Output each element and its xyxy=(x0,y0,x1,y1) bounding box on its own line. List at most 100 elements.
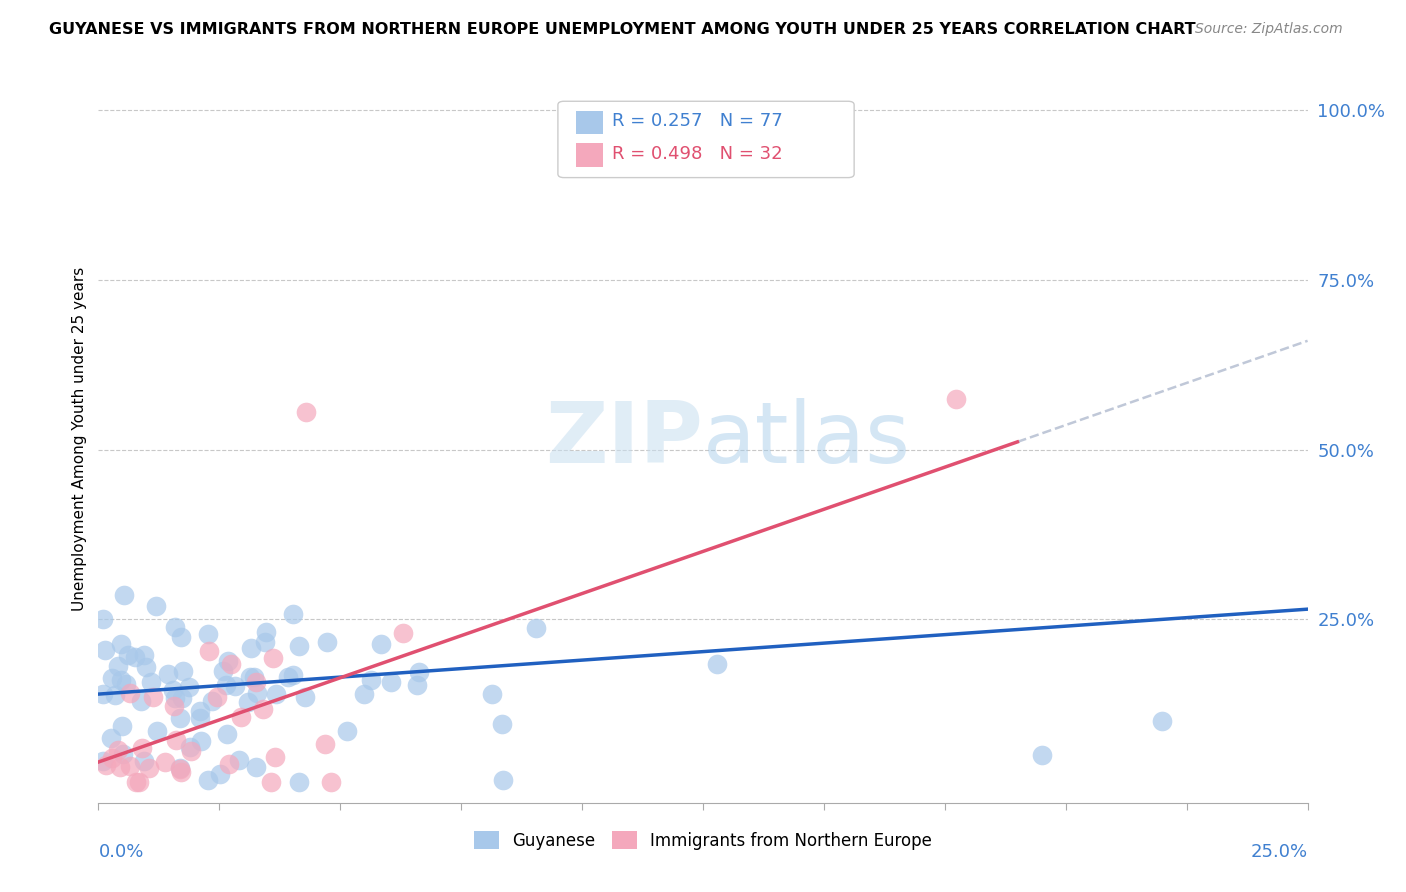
Point xyxy=(153,756,176,770)
Point xyxy=(288,775,311,789)
Point xyxy=(197,627,219,641)
Point xyxy=(146,724,169,739)
Point xyxy=(179,739,201,754)
Point xyxy=(314,737,336,751)
Text: 25.0%: 25.0% xyxy=(1250,843,1308,861)
Point xyxy=(264,750,287,764)
Point xyxy=(295,405,318,419)
Point xyxy=(111,719,134,733)
Point xyxy=(294,690,316,704)
Text: atlas: atlas xyxy=(703,398,911,481)
Point xyxy=(259,775,281,789)
Point xyxy=(134,755,156,769)
Point xyxy=(138,761,160,775)
Point xyxy=(264,687,287,701)
Point xyxy=(124,649,146,664)
Point xyxy=(945,392,967,406)
Point xyxy=(91,612,114,626)
Point xyxy=(252,702,274,716)
Point xyxy=(118,759,141,773)
Point xyxy=(101,750,124,764)
Point xyxy=(392,626,415,640)
Text: ZIP: ZIP xyxy=(546,398,703,481)
Point xyxy=(94,643,117,657)
Point xyxy=(188,711,211,725)
FancyBboxPatch shape xyxy=(558,102,855,178)
Point xyxy=(380,674,402,689)
Point xyxy=(224,679,246,693)
Point xyxy=(131,741,153,756)
Point xyxy=(172,665,194,679)
Point xyxy=(125,775,148,789)
Point xyxy=(215,678,238,692)
Point xyxy=(405,678,427,692)
Point xyxy=(180,744,202,758)
Point xyxy=(169,761,191,775)
Point xyxy=(94,758,117,772)
Text: R = 0.498   N = 32: R = 0.498 N = 32 xyxy=(613,145,783,162)
Point xyxy=(370,637,392,651)
Point xyxy=(491,773,513,788)
Point xyxy=(197,772,219,787)
Point xyxy=(101,671,124,685)
Point xyxy=(104,688,127,702)
Point xyxy=(208,767,231,781)
Point xyxy=(205,690,228,704)
Point xyxy=(177,680,200,694)
Point xyxy=(218,757,240,772)
Legend: Guyanese, Immigrants from Northern Europe: Guyanese, Immigrants from Northern Europ… xyxy=(467,825,939,856)
Point xyxy=(131,694,153,708)
Text: Source: ZipAtlas.com: Source: ZipAtlas.com xyxy=(1195,22,1343,37)
Point xyxy=(1152,714,1174,729)
Point xyxy=(228,753,250,767)
Point xyxy=(139,675,162,690)
Point xyxy=(162,683,184,698)
Point xyxy=(107,659,129,673)
Point xyxy=(706,657,728,672)
Point xyxy=(163,690,186,705)
Point xyxy=(1031,748,1053,763)
Y-axis label: Unemployment Among Youth under 25 years: Unemployment Among Youth under 25 years xyxy=(72,268,87,611)
Point xyxy=(408,665,430,680)
Point xyxy=(169,762,191,776)
Point xyxy=(360,673,382,687)
Point xyxy=(246,686,269,700)
Point xyxy=(240,641,263,656)
Point xyxy=(110,673,132,687)
Point xyxy=(142,690,165,704)
Point xyxy=(190,734,212,748)
Point xyxy=(188,704,211,718)
Point xyxy=(108,760,131,774)
Point xyxy=(277,670,299,684)
Point xyxy=(134,648,156,662)
Point xyxy=(336,723,359,738)
Point xyxy=(163,698,186,713)
Point xyxy=(165,733,187,747)
Point xyxy=(91,754,114,768)
Point xyxy=(288,640,311,654)
Point xyxy=(245,760,267,774)
Point xyxy=(211,664,233,678)
Point xyxy=(239,671,262,685)
Point xyxy=(111,747,134,761)
Point xyxy=(281,607,304,622)
Point xyxy=(197,644,219,658)
Bar xyxy=(576,111,603,134)
Point xyxy=(245,674,267,689)
Text: R = 0.257   N = 77: R = 0.257 N = 77 xyxy=(613,112,783,130)
Point xyxy=(491,716,513,731)
Point xyxy=(120,686,142,700)
Point xyxy=(112,588,135,602)
Point xyxy=(219,657,242,671)
Text: 0.0%: 0.0% xyxy=(98,843,143,861)
Point xyxy=(262,651,284,665)
Point xyxy=(217,654,239,668)
Text: GUYANESE VS IMMIGRANTS FROM NORTHERN EUROPE UNEMPLOYMENT AMONG YOUTH UNDER 25 YE: GUYANESE VS IMMIGRANTS FROM NORTHERN EUR… xyxy=(49,22,1197,37)
Point xyxy=(236,695,259,709)
Point xyxy=(91,688,114,702)
Point xyxy=(253,635,276,649)
Point xyxy=(319,775,342,789)
Point xyxy=(201,694,224,708)
Point xyxy=(110,637,132,651)
Point xyxy=(243,670,266,684)
